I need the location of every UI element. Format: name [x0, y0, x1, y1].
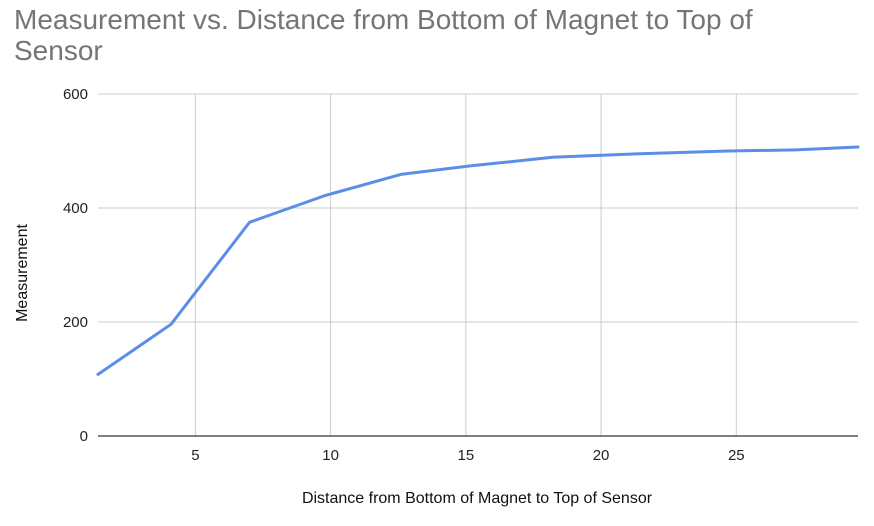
x-tick-label-20: 20 [593, 447, 610, 464]
series-line-0 [96, 145, 860, 376]
x-tick-label-5: 5 [191, 447, 199, 464]
x-tick-label-25: 25 [728, 447, 745, 464]
y-tick-label-200: 200 [63, 314, 88, 331]
y-tick-label-600: 600 [63, 86, 88, 103]
y-tick-label-0: 0 [80, 428, 88, 445]
chart-title: Measurement vs. Distance from Bottom of … [14, 4, 753, 66]
x-axis-title: Distance from Bottom of Magnet to Top of… [302, 490, 653, 507]
x-tick-label-15: 15 [457, 447, 474, 464]
x-tick-label-10: 10 [322, 447, 339, 464]
y-tick-label-400: 400 [63, 200, 88, 217]
y-axis-title: Measurement [14, 224, 31, 322]
